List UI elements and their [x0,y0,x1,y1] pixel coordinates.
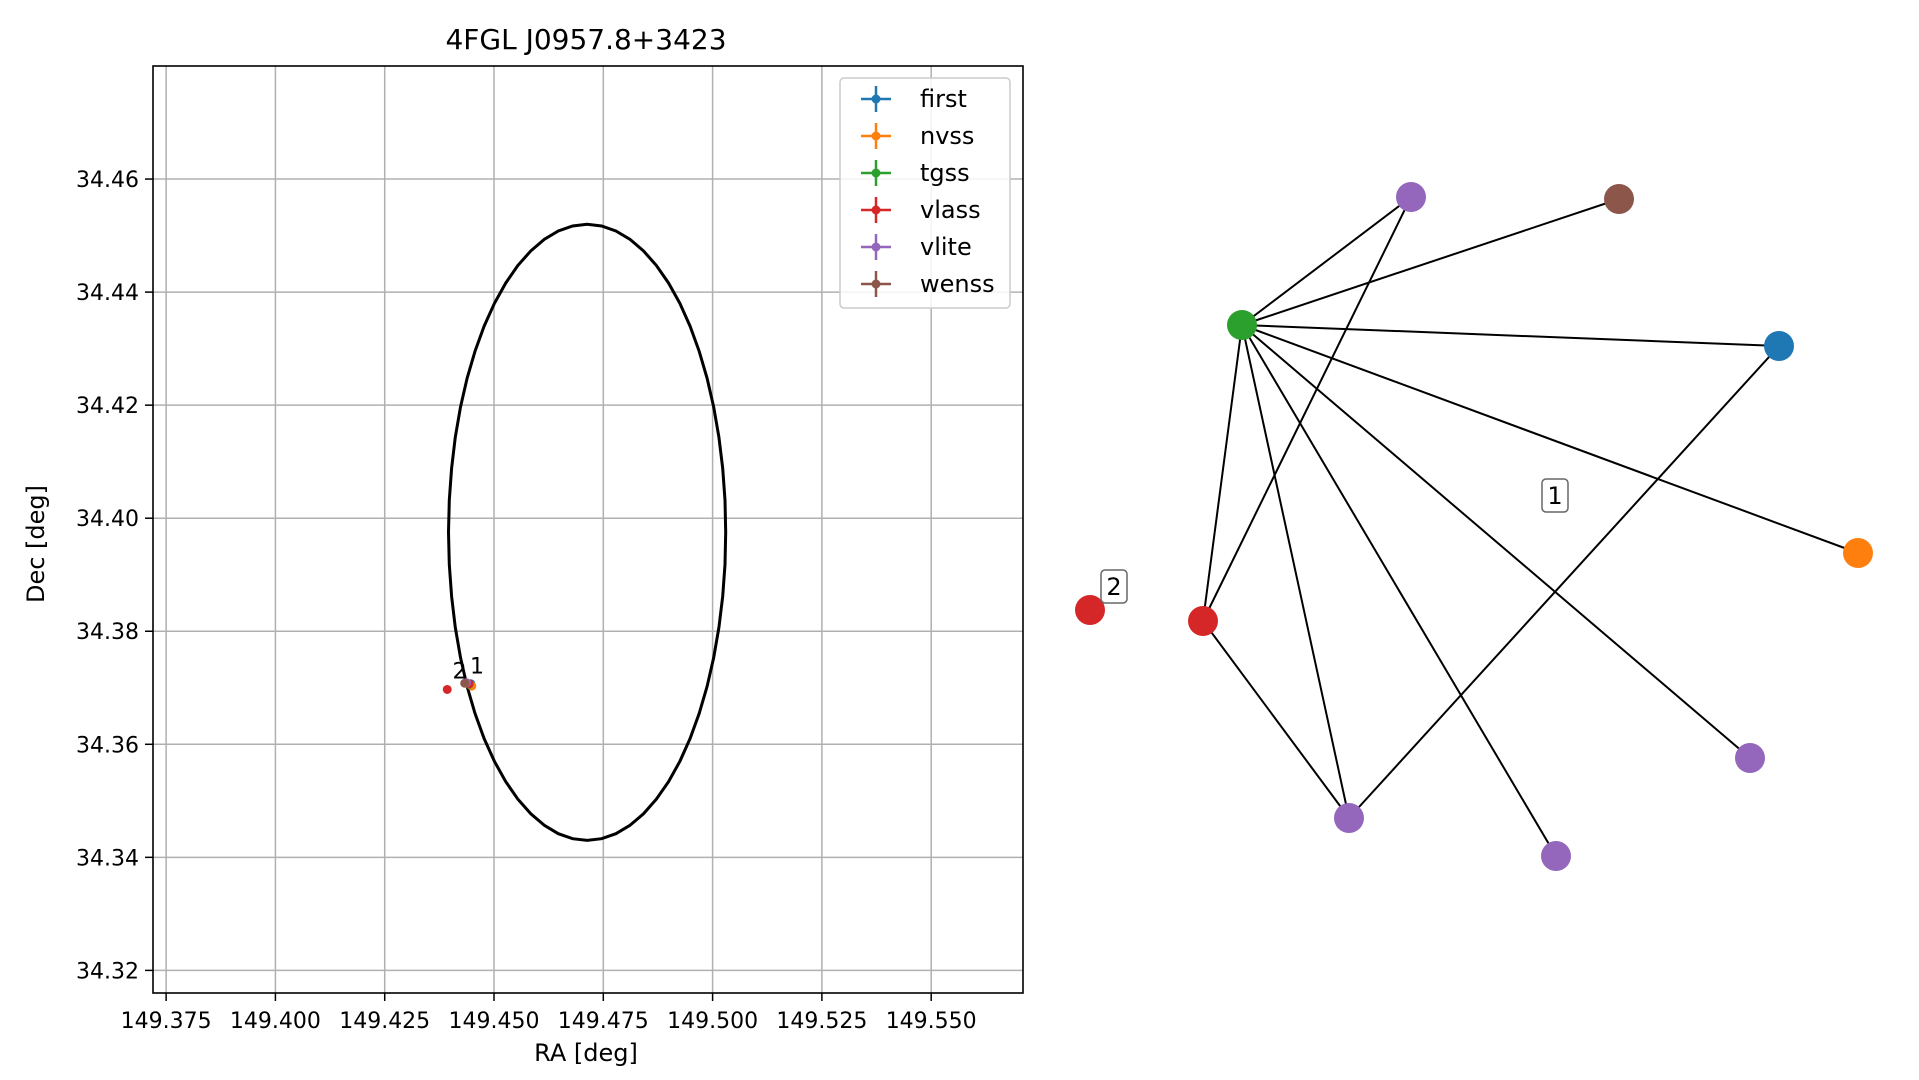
graph-node-vlite_right [1735,743,1765,773]
graph-edge [1241,324,1780,347]
y-axis-label: Dec [deg] [22,485,50,603]
legend-marker-dot [871,242,881,252]
graph-label-2-text: 2 [1106,573,1121,601]
graph-nodes [1075,182,1873,871]
graph-node-vlite_bottom [1541,841,1571,871]
graph-node-first [1764,331,1794,361]
legend-label: wenss [920,270,995,298]
y-tick-label: 34.46 [76,168,139,193]
legend-label: vlass [920,196,981,224]
x-ticks: 149.375 149.400 149.425 149.450 149.475 149.5… [121,993,977,1034]
x-tick-label: 149.450 [449,1009,540,1034]
source-annotations: 12 [452,655,483,685]
graph-node-vlass_2 [1075,595,1105,625]
graph-node-wenss [1604,184,1634,214]
graph-node-vlite_left [1334,803,1364,833]
grid-lines [153,66,1023,993]
graph-label-1: 1 [1541,478,1569,513]
graph-edge [1241,324,1350,819]
x-tick-label: 149.375 [121,1009,212,1034]
x-tick-label: 149.475 [558,1009,649,1034]
graph-edge [1241,324,1751,759]
legend-label: nvss [920,122,974,150]
annotation-label: 1 [470,655,484,680]
y-tick-label: 34.40 [76,507,139,532]
plot-frame [152,65,1024,994]
y-tick-label: 34.32 [76,959,139,984]
graph-node-nvss [1843,538,1873,568]
annotation-label: 2 [452,660,466,685]
legend-item-nvss: nvss [861,122,974,150]
y-tick-label: 34.34 [76,846,139,871]
x-tick-label: 149.425 [339,1009,430,1034]
legend-item-vlite: vlite [861,233,972,261]
x-tick-label: 149.500 [667,1009,758,1034]
y-tick-label: 34.36 [76,733,139,758]
graph-edge [1241,324,1859,554]
legend-marker-dot [871,94,881,104]
x-axis-label: RA [deg] [534,1039,638,1067]
legend-marker-dot [871,279,881,289]
legend-item-vlass: vlass [861,196,981,224]
legend-item-wenss: wenss [861,270,995,298]
y-tick-label: 34.38 [76,620,139,645]
chart-title: 4FGL J0957.8+3423 [445,23,726,56]
graph-edge [1241,198,1620,326]
y-tick-label: 34.42 [76,394,139,419]
graph-edge [1241,324,1557,857]
graph-node-vlass_1 [1188,606,1218,636]
legend-marker-dot [871,168,881,178]
y-tick-label: 34.44 [76,281,139,306]
legend-label: vlite [920,233,972,261]
legend-item-first: first [861,85,967,113]
legend-marker-dot [871,205,881,215]
graph-edge [1202,620,1350,819]
graph-edge [1202,196,1412,622]
legend-label: first [920,85,967,113]
legend: first nvss tgss vlass vlite wenss [839,77,1011,309]
x-tick-label: 149.400 [230,1009,321,1034]
association-graph: 1 2 [1075,182,1873,871]
graph-edges [1202,196,1859,857]
legend-label: tgss [920,159,970,187]
graph-edge [1348,345,1780,819]
graph-node-vlite_top [1396,182,1426,212]
graph-edge [1202,324,1243,622]
graph-edge [1241,196,1412,326]
y-ticks: 34.32 34.34 34.36 34.38 34.40 34.42 34.44 34.46 [76,168,153,984]
graph-label-2: 2 [1100,569,1128,604]
graph-node-tgss [1227,310,1257,340]
sky-position-chart: 4FGL J0957.8+3423 RA [deg] Dec [deg] 149… [22,23,1024,1067]
legend-item-tgss: tgss [861,159,970,187]
point-vlass [442,684,452,694]
x-tick-label: 149.525 [776,1009,867,1034]
legend-marker-dot [871,131,881,141]
source-markers [442,678,477,694]
localization-ellipse [446,222,728,842]
point-wenss [460,678,470,688]
x-tick-label: 149.550 [886,1009,977,1034]
graph-label-1-text: 1 [1547,482,1562,510]
